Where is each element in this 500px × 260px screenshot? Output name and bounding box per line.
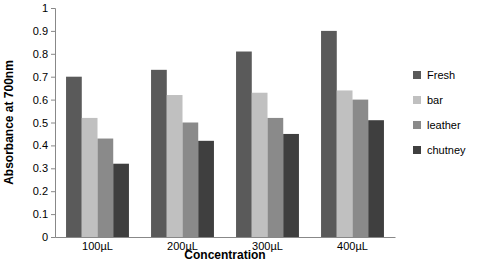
y-tick-mark (51, 100, 55, 101)
bar (167, 95, 183, 237)
legend-swatch (413, 96, 421, 104)
bar (198, 141, 214, 237)
bar (353, 100, 369, 237)
y-tick-label: 0.7 (33, 71, 48, 83)
bar (151, 70, 167, 237)
legend-label: Fresh (427, 69, 455, 81)
y-tick-label: 1 (42, 2, 48, 14)
y-tick-label: 0.3 (33, 162, 48, 174)
bar (82, 118, 98, 237)
bar (183, 123, 199, 238)
y-tick: 0.3 (33, 162, 55, 174)
bar (66, 77, 82, 237)
legend-label: leather (427, 119, 461, 131)
y-axis-line (51, 9, 56, 238)
y-tick: 0.2 (33, 185, 55, 197)
x-tick: 100µL (82, 237, 113, 252)
y-tick: 0.5 (33, 117, 55, 129)
y-tick-mark (51, 77, 55, 78)
y-tick-mark (51, 31, 55, 32)
x-axis-line (56, 237, 396, 238)
y-tick-mark (51, 168, 55, 169)
y-tick-label: 0.1 (33, 208, 48, 220)
x-axis-title: Concentration (184, 248, 265, 260)
x-tick-label: 100µL (82, 240, 113, 252)
bar (368, 120, 384, 237)
y-tick-mark (51, 145, 55, 146)
y-tick: 0.9 (33, 25, 55, 37)
y-tick-mark (51, 54, 55, 55)
legend-swatch (413, 146, 421, 154)
bar (283, 134, 299, 237)
y-tick-mark (51, 214, 55, 215)
y-tick-label: 0.6 (33, 94, 48, 106)
y-tick: 0 (42, 231, 55, 243)
y-tick-label: 0.9 (33, 25, 48, 37)
y-tick: 0.7 (33, 71, 55, 83)
y-tick: 1 (42, 2, 55, 14)
y-tick-label: 0.8 (33, 48, 48, 60)
y-tick-label: 0 (42, 231, 48, 243)
legend-label: chutney (427, 144, 466, 156)
bar (321, 31, 337, 237)
y-tick-mark (51, 123, 55, 124)
legend-item: bar (413, 94, 443, 106)
legend-item: leather (413, 119, 461, 131)
bar (98, 139, 114, 237)
y-tick: 0.6 (33, 94, 55, 106)
y-tick: 0.4 (33, 139, 55, 151)
legend-label: bar (427, 94, 443, 106)
bar-series (98, 100, 369, 237)
bar (236, 52, 252, 237)
y-tick: 0.8 (33, 48, 55, 60)
chart: 00.10.20.30.40.50.60.70.80.91100µL200µL3… (0, 0, 500, 260)
y-tick-label: 0.4 (33, 139, 48, 151)
bar (337, 90, 353, 237)
legend-swatch (413, 71, 421, 79)
y-tick-mark (51, 8, 55, 9)
legend: Fresh bar leather chutney (413, 69, 466, 156)
legend-item: Fresh (413, 69, 455, 81)
bars (66, 31, 384, 237)
y-tick-label: 0.5 (33, 117, 48, 129)
legend-swatch (413, 121, 421, 129)
plot: 00.10.20.30.40.50.60.70.80.91100µL200µL3… (33, 2, 396, 252)
bar-series (66, 31, 337, 237)
x-tick-label: 400µL (337, 240, 368, 252)
y-tick-mark (51, 237, 55, 238)
bar-series (113, 120, 384, 237)
y-tick-mark (51, 191, 55, 192)
y-tick-label: 0.2 (33, 185, 48, 197)
y-axis: 0 0.1 0.2 0.3 0.4 0.5 0.6 0.7 0.8 0.9 1 (33, 2, 56, 243)
x-tick: 400µL (337, 237, 368, 252)
y-tick: 0.1 (33, 208, 55, 220)
bar (113, 164, 129, 237)
y-axis-title: Absorbance at 700nm (2, 60, 16, 185)
bar-series (82, 90, 353, 237)
legend-item: chutney (413, 144, 466, 156)
bar (252, 93, 268, 237)
bar (268, 118, 284, 237)
